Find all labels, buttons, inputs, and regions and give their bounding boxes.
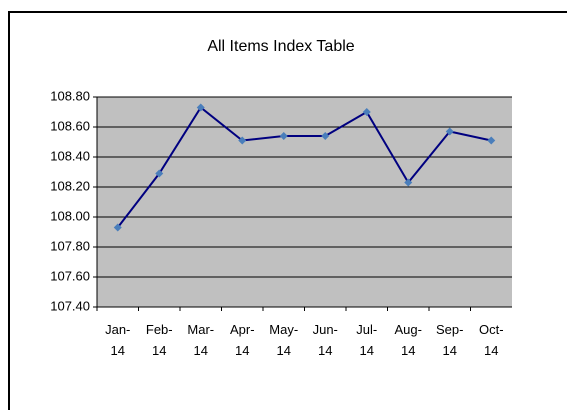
x-tick-label: Jun-14 [312, 322, 338, 358]
x-tick-label: Feb-14 [145, 322, 173, 358]
y-tick-label: 108.40 [50, 148, 90, 163]
y-tick-label: 107.40 [50, 298, 90, 313]
y-tick-label: 108.80 [50, 88, 90, 103]
y-tick-label: 108.60 [50, 118, 90, 133]
y-tick-label: 107.80 [50, 238, 90, 253]
data-point [113, 223, 122, 232]
data-point [155, 169, 164, 178]
data-point [279, 132, 288, 140]
x-tick-label: Oct-14 [478, 322, 504, 358]
x-tick-label: Jan-14 [105, 322, 131, 358]
x-tick-label: Sep-14 [436, 322, 464, 358]
x-tick-label: Apr-14 [229, 322, 255, 358]
chart-title: All Items Index Table [207, 38, 354, 55]
y-tick-label: 107.60 [50, 268, 90, 283]
x-tick-label: Aug-14 [394, 322, 422, 358]
data-point [238, 136, 247, 145]
series-line [116, 106, 492, 229]
data-point [404, 178, 413, 187]
data-point [196, 103, 205, 112]
x-tick-label: May-14 [269, 322, 299, 358]
y-tick-label: 108.20 [50, 178, 90, 193]
y-tick-label: 108.00 [50, 208, 90, 223]
data-point [487, 136, 496, 145]
data-point [445, 127, 454, 136]
x-tick-label: Jul-14 [356, 322, 378, 358]
data-point [362, 108, 371, 116]
plot-area [97, 97, 512, 307]
x-tick-label: Mar-14 [187, 322, 215, 358]
data-point [321, 132, 330, 140]
